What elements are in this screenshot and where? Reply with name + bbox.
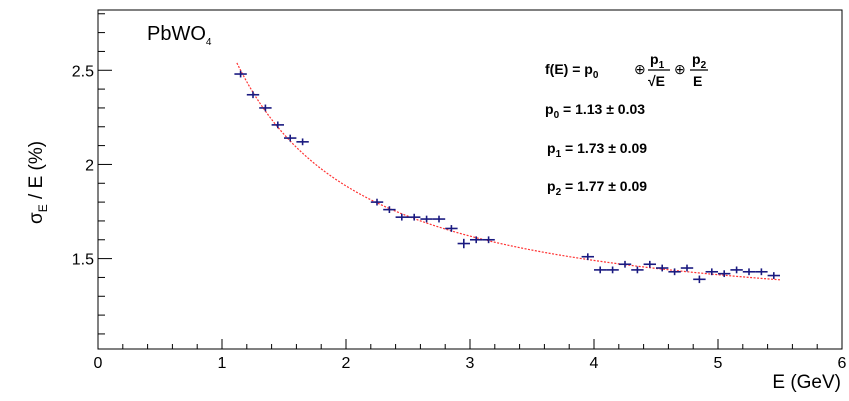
y-tick-label: 2.5 [72,63,94,80]
data-point [445,225,458,232]
data-points-layer [234,70,780,284]
data-point [246,91,260,99]
data-point [730,266,743,274]
x-tick-label: 3 [466,355,475,372]
data-point [408,213,421,221]
data-point [606,266,619,274]
data-point [296,138,309,146]
data-point [470,236,483,244]
data-point [457,238,470,249]
x-tick-label: 2 [342,355,351,372]
x-tick-label: 5 [714,355,723,372]
svg-text:E: E [693,73,702,89]
data-point [742,268,756,276]
data-point [271,121,284,129]
data-point [482,236,495,244]
fit-curve-layer [236,62,781,281]
x-tick-label: 1 [218,355,227,372]
data-point [594,266,607,274]
y-tick-label: 1.5 [72,252,94,269]
oplus-symbol-2: ⊕ [674,61,686,77]
data-point [643,260,656,268]
y-tick-label: 2 [85,157,94,174]
data-point [705,268,718,276]
svg-text:p2: p2 [692,51,707,71]
data-point [767,272,780,279]
data-point [259,104,272,112]
data-point [420,215,433,223]
fit-parameters: p0 = 1.13 ± 0.03 p1 = 1.73 ± 0.09 p2 = 1… [545,101,647,198]
data-point [656,264,669,272]
x-tick-label: 0 [94,355,103,372]
fit-param-p2: p2 = 1.77 ± 0.09 [547,178,647,198]
fit-formula: f(E) = p0 ⊕ p1 √E ⊕ p2 E [545,51,708,89]
fit-param-p0: p0 = 1.13 ± 0.03 [545,101,645,121]
svg-text:f(E) = p0: f(E) = p0 [545,61,599,81]
fit-param-p1: p1 = 1.73 ± 0.09 [547,140,647,160]
data-point [668,268,681,276]
x-tick-label: 6 [838,355,847,372]
data-point [680,264,694,272]
svg-text:√E: √E [648,73,665,89]
data-point [284,134,297,142]
fit-curve [236,62,781,281]
data-point [432,215,446,223]
data-point [693,275,706,284]
data-point [618,260,632,268]
oplus-symbol-1: ⊕ [634,61,646,77]
data-point [234,70,247,78]
axes-layer: 0 1 2 3 4 5 6 1.5 2 2.5 [72,9,847,372]
data-point [395,213,408,221]
x-tick-label: 4 [590,355,599,372]
panel-label: PbWO4 [147,23,212,48]
data-point [755,268,768,276]
y-axis-title: σE / E (%) [26,141,50,224]
data-point [370,198,384,206]
data-point [631,266,644,274]
data-point [718,270,731,278]
x-axis-title: E (GeV) [772,372,841,393]
svg-text:p1: p1 [650,51,665,71]
data-point [383,206,396,214]
data-point [581,253,594,261]
